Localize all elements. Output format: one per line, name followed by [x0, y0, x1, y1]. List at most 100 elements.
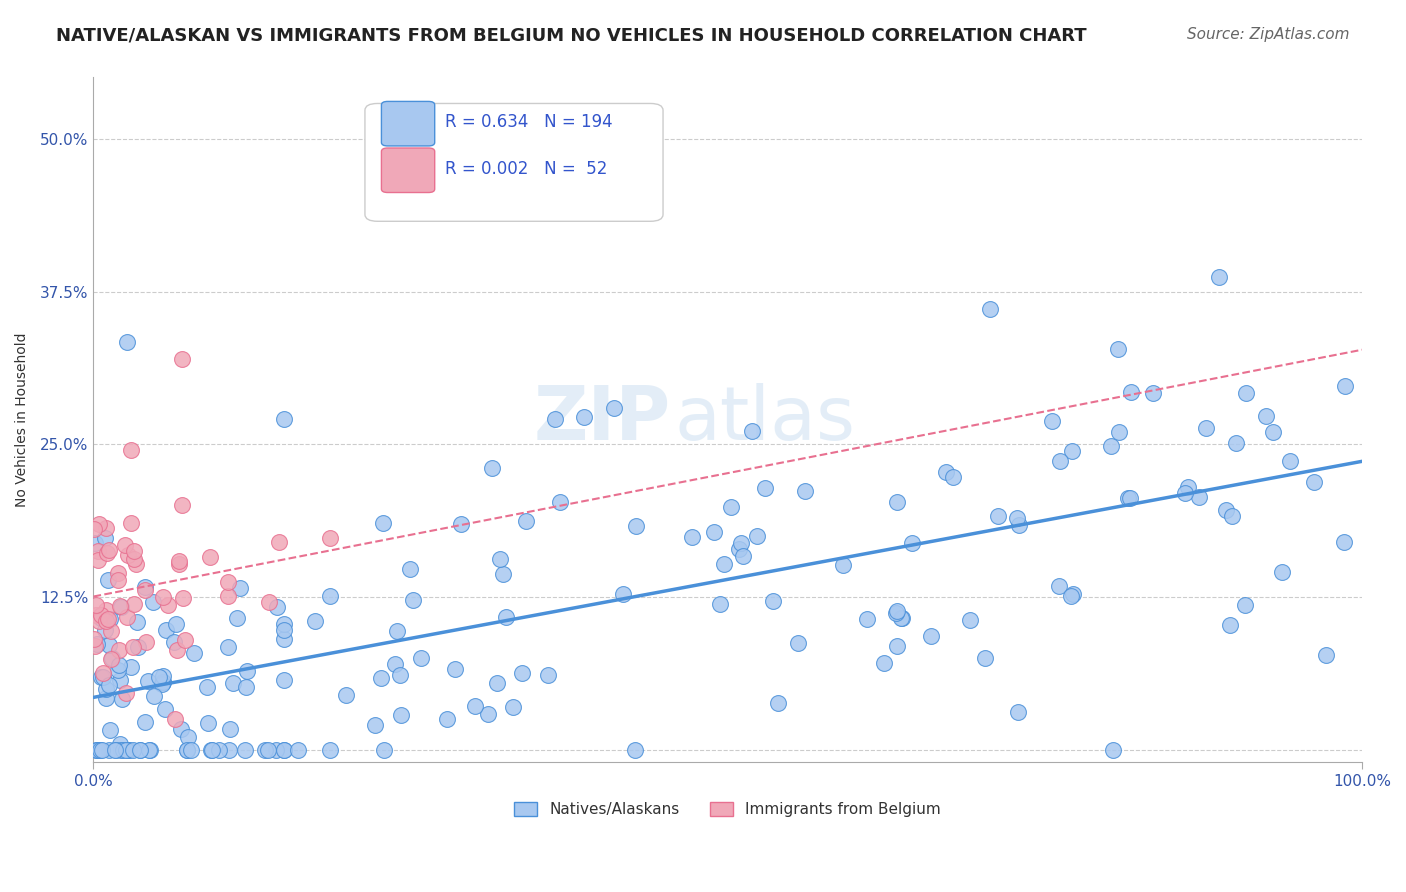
Point	[901, 535, 924, 549]
Point	[443, 663, 465, 677]
Point	[128, 743, 150, 757]
Point	[235, 680, 257, 694]
Point	[572, 409, 595, 424]
Point	[122, 743, 145, 757]
Point	[170, 498, 193, 512]
Point	[208, 743, 231, 757]
Point	[273, 617, 295, 632]
Point	[170, 722, 193, 736]
Point	[122, 552, 145, 566]
Point	[720, 500, 742, 515]
Point	[235, 664, 257, 678]
Point	[120, 516, 142, 530]
Point	[93, 670, 115, 684]
Point	[83, 522, 105, 536]
Point	[96, 546, 118, 560]
Point	[485, 676, 508, 690]
Point	[489, 551, 512, 566]
Point	[94, 602, 117, 616]
Point	[1119, 491, 1142, 506]
Point	[183, 647, 205, 661]
Point	[125, 557, 148, 571]
Point	[624, 519, 647, 533]
Text: R = 0.634   N = 194: R = 0.634 N = 194	[444, 113, 613, 131]
Point	[273, 673, 295, 687]
Point	[1234, 386, 1257, 401]
Point	[138, 673, 160, 688]
Point	[166, 642, 188, 657]
Point	[733, 549, 755, 564]
Point	[450, 516, 472, 531]
Point	[436, 712, 458, 726]
Point	[891, 611, 914, 625]
Point	[117, 549, 139, 563]
Point	[1060, 444, 1083, 458]
Point	[198, 549, 221, 564]
Point	[90, 607, 112, 622]
Point	[120, 660, 142, 674]
Point	[129, 743, 152, 757]
Point	[163, 635, 186, 649]
Point	[108, 673, 131, 687]
Point	[335, 689, 357, 703]
Text: Source: ZipAtlas.com: Source: ZipAtlas.com	[1187, 27, 1350, 42]
Point	[115, 334, 138, 349]
Point	[84, 743, 107, 757]
Point	[1271, 565, 1294, 579]
Point	[1099, 439, 1122, 453]
Point	[1261, 425, 1284, 439]
Point	[942, 469, 965, 483]
Point	[139, 743, 162, 757]
Point	[110, 743, 132, 757]
Point	[152, 675, 174, 690]
Point	[105, 743, 128, 757]
Point	[153, 702, 176, 716]
Point	[148, 670, 170, 684]
Point	[371, 516, 394, 531]
Text: R = 0.002   N =  52: R = 0.002 N = 52	[444, 160, 607, 178]
Point	[319, 589, 342, 603]
Point	[319, 743, 342, 757]
Point	[287, 743, 309, 757]
Point	[91, 666, 114, 681]
Point	[169, 554, 191, 568]
Point	[177, 730, 200, 744]
Point	[165, 617, 187, 632]
Point	[89, 611, 111, 625]
Point	[402, 593, 425, 607]
FancyBboxPatch shape	[381, 102, 434, 146]
Point	[890, 611, 912, 625]
Point	[94, 531, 117, 545]
Point	[100, 723, 122, 737]
Point	[409, 650, 432, 665]
Point	[94, 623, 117, 637]
Point	[107, 664, 129, 678]
Point	[197, 715, 219, 730]
Point	[384, 657, 406, 671]
Point	[98, 543, 121, 558]
Point	[935, 465, 957, 479]
Point	[86, 743, 108, 757]
Point	[94, 614, 117, 628]
Point	[1007, 706, 1029, 720]
Point	[1005, 511, 1028, 525]
Point	[229, 581, 252, 595]
Point	[762, 594, 785, 608]
Point	[138, 743, 160, 757]
Point	[257, 595, 280, 609]
Point	[364, 717, 387, 731]
Point	[1049, 454, 1071, 468]
Point	[100, 650, 122, 665]
Point	[84, 639, 107, 653]
Point	[603, 401, 626, 415]
Point	[87, 517, 110, 532]
Point	[176, 743, 198, 757]
Point	[96, 682, 118, 697]
Point	[1102, 743, 1125, 757]
Point	[108, 737, 131, 751]
Point	[987, 508, 1010, 523]
Point	[195, 680, 218, 694]
Point	[1220, 508, 1243, 523]
Point	[886, 494, 908, 508]
Point	[1195, 421, 1218, 435]
